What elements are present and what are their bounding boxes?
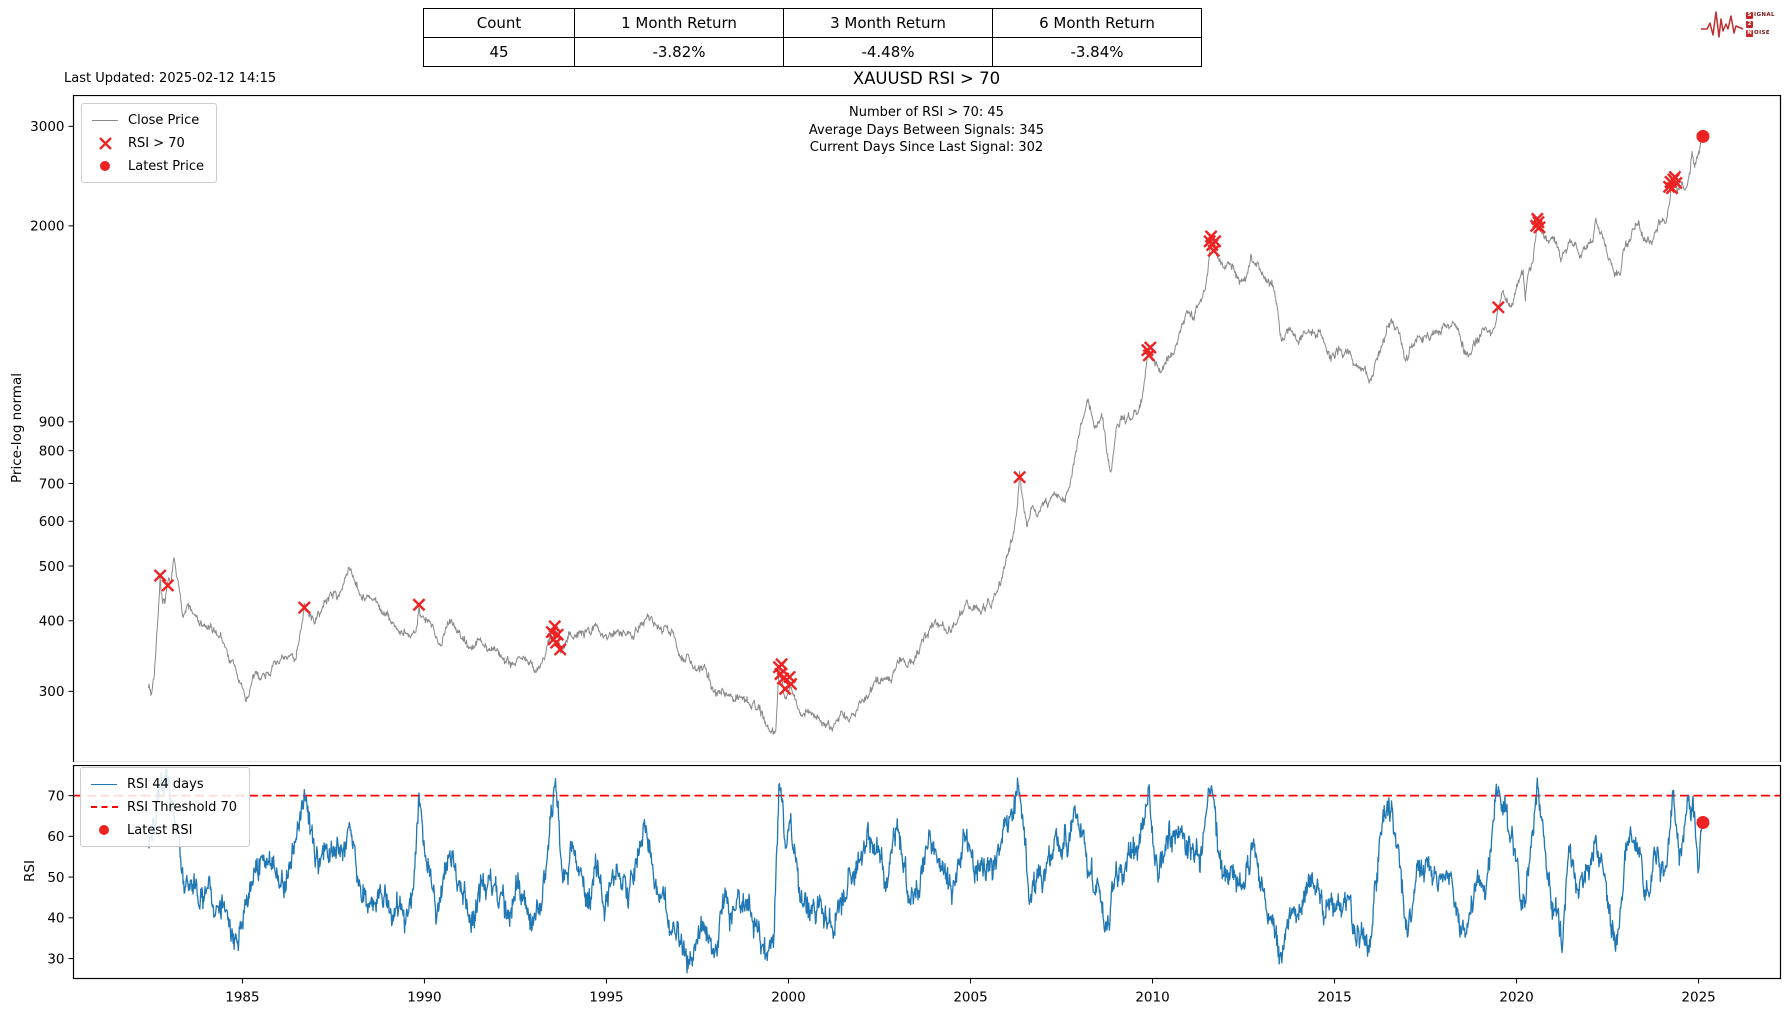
svg-text:3000: 3000 bbox=[30, 119, 64, 135]
price-plot-area: 300 400 500 600 700 800 900 2000 3000 bbox=[30, 95, 1782, 762]
svg-text:2015: 2015 bbox=[1317, 990, 1351, 1006]
svg-text:40: 40 bbox=[47, 911, 64, 927]
svg-text:300: 300 bbox=[39, 684, 65, 700]
price-spines bbox=[72, 95, 1782, 762]
table-value-3m: -4.48% bbox=[783, 37, 993, 67]
rsi-chart-svg: 30 40 50 60 70 1985 1990 1995 2000 2005 2010 2015 20… bbox=[47, 765, 1782, 1006]
rsi-legend: RSI 44 days RSI Threshold 70 Latest RSI bbox=[80, 767, 250, 847]
svg-text:900: 900 bbox=[39, 415, 65, 431]
legend-row-rsi-signal: RSI > 70 bbox=[90, 133, 204, 153]
price-legend: Close Price RSI > 70 Latest Price bbox=[81, 103, 218, 183]
logo-row-signal: S IGNAL bbox=[1746, 11, 1775, 19]
chart-title: XAUUSD RSI > 70 bbox=[852, 69, 1001, 88]
legend-label-close-price: Close Price bbox=[128, 112, 200, 128]
price-chart-svg: 300 400 500 600 700 800 900 2000 3000 bbox=[30, 95, 1782, 762]
rsi-signal-markers bbox=[153, 170, 1683, 696]
table-value-6m: -3.84% bbox=[992, 37, 1202, 67]
legend-label-rsi-threshold: RSI Threshold 70 bbox=[127, 799, 237, 815]
table-value-count: 45 bbox=[423, 37, 575, 67]
logo-text: S IGNAL 2 N OISE bbox=[1746, 11, 1775, 37]
svg-text:2020: 2020 bbox=[1499, 990, 1533, 1006]
latest-rsi-dot-icon bbox=[89, 825, 119, 835]
price-yticks: 300 400 500 600 700 800 900 2000 3000 bbox=[30, 119, 74, 700]
svg-text:800: 800 bbox=[39, 443, 65, 459]
logo-rest-ignal: IGNAL bbox=[1754, 12, 1775, 18]
rsi-line-icon bbox=[89, 783, 119, 785]
svg-text:2000: 2000 bbox=[771, 990, 805, 1006]
rsi-latest-dot bbox=[1696, 816, 1710, 830]
svg-text:400: 400 bbox=[39, 614, 65, 630]
stats-table-header-row: Count 1 Month Return 3 Month Return 6 Mo… bbox=[423, 8, 1202, 38]
table-header-count: Count bbox=[423, 8, 575, 38]
svg-text:1990: 1990 bbox=[407, 990, 441, 1006]
svg-text:2010: 2010 bbox=[1135, 990, 1169, 1006]
signal2noise-logo: S IGNAL 2 N OISE bbox=[1700, 4, 1786, 44]
rsi-series-line bbox=[147, 768, 1704, 974]
logo-letterbox-s: S bbox=[1746, 11, 1753, 19]
logo-row-noise: N OISE bbox=[1746, 29, 1775, 37]
svg-text:70: 70 bbox=[47, 788, 64, 804]
svg-text:2000: 2000 bbox=[30, 219, 64, 235]
price-ylabel: Price-log normal bbox=[9, 373, 25, 483]
rsi-threshold-dash-icon bbox=[89, 806, 119, 808]
legend-row-latest-rsi: Latest RSI bbox=[89, 820, 237, 840]
logo-rest-oise: OISE bbox=[1754, 30, 1771, 36]
shared-xticks: 1985 1990 1995 2000 2005 2010 2015 2020 2025 bbox=[225, 978, 1716, 1006]
svg-text:700: 700 bbox=[39, 476, 65, 492]
legend-label-latest-price: Latest Price bbox=[128, 158, 205, 174]
legend-row-rsi-line: RSI 44 days bbox=[89, 774, 237, 794]
price-series-line bbox=[148, 132, 1704, 735]
table-header-6m: 6 Month Return bbox=[992, 8, 1202, 38]
rsi-plot-area: 30 40 50 60 70 1985 1990 1995 2000 2005 2010 2015 20… bbox=[47, 765, 1782, 1006]
stats-table: Count 1 Month Return 3 Month Return 6 Mo… bbox=[423, 8, 1202, 67]
legend-row-rsi-threshold: RSI Threshold 70 bbox=[89, 797, 237, 817]
rsi-spines bbox=[72, 765, 1782, 980]
rsi-signal-x-icon bbox=[90, 136, 120, 151]
svg-text:1985: 1985 bbox=[225, 990, 259, 1006]
svg-text:30: 30 bbox=[47, 951, 64, 967]
latest-price-dot-icon bbox=[90, 161, 120, 171]
rsi-yticks: 30 40 50 60 70 bbox=[47, 788, 74, 967]
svg-text:2005: 2005 bbox=[953, 990, 987, 1006]
legend-label-rsi-signal: RSI > 70 bbox=[128, 135, 185, 151]
svg-text:2025: 2025 bbox=[1681, 990, 1715, 1006]
logo-letterbox-n: N bbox=[1746, 29, 1753, 37]
stats-table-value-row: 45 -3.82% -4.48% -3.84% bbox=[423, 37, 1202, 67]
close-price-line-icon bbox=[90, 119, 120, 121]
last-updated-label: Last Updated: 2025-02-12 14:15 bbox=[64, 71, 277, 86]
legend-label-rsi-line: RSI 44 days bbox=[127, 776, 204, 792]
svg-text:600: 600 bbox=[39, 514, 65, 530]
svg-text:50: 50 bbox=[47, 870, 64, 886]
svg-text:1995: 1995 bbox=[589, 990, 623, 1006]
logo-row-2: 2 bbox=[1746, 20, 1775, 28]
heartbeat-waveform-icon bbox=[1701, 11, 1744, 38]
logo-letterbox-2: 2 bbox=[1746, 20, 1753, 28]
table-value-1m: -3.82% bbox=[574, 37, 784, 67]
price-latest-dot bbox=[1696, 129, 1710, 143]
legend-label-latest-rsi: Latest RSI bbox=[127, 822, 193, 838]
table-header-3m: 3 Month Return bbox=[783, 8, 993, 38]
table-header-1m: 1 Month Return bbox=[574, 8, 784, 38]
legend-row-close-price: Close Price bbox=[90, 110, 204, 130]
rsi-ylabel: RSI bbox=[22, 860, 38, 882]
svg-text:60: 60 bbox=[47, 829, 64, 845]
legend-row-latest-price: Latest Price bbox=[90, 156, 204, 176]
svg-text:500: 500 bbox=[39, 559, 65, 575]
